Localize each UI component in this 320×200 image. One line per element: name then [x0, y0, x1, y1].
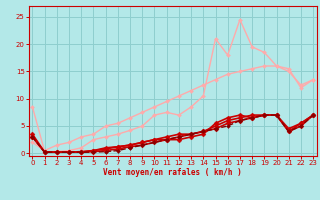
X-axis label: Vent moyen/en rafales ( km/h ): Vent moyen/en rafales ( km/h )	[103, 168, 242, 177]
